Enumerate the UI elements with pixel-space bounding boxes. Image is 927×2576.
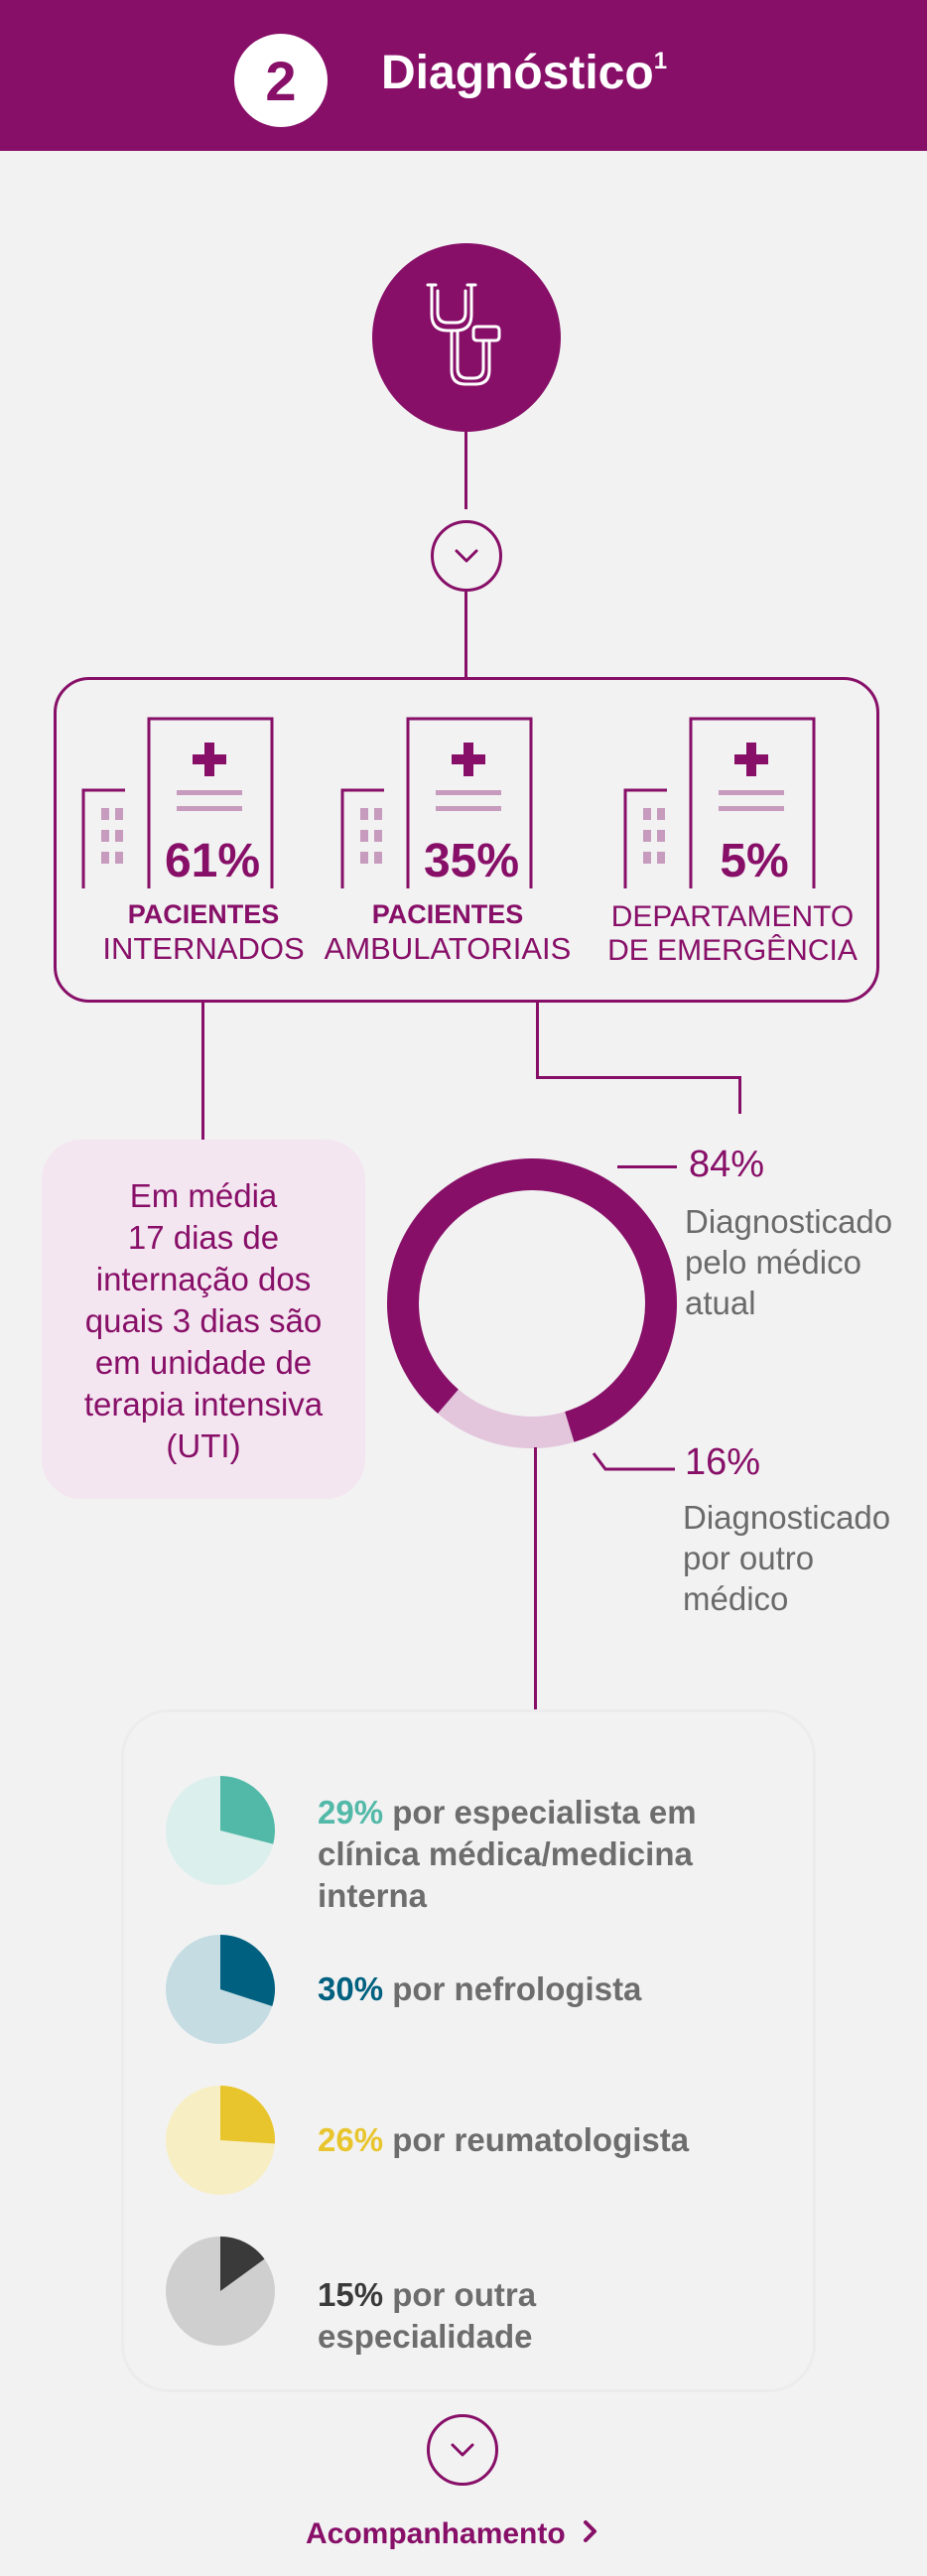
step-number-badge: 2 <box>234 34 328 127</box>
specialty-label: por reumatologista <box>392 2121 690 2158</box>
connector-line <box>738 1076 741 1114</box>
chevron-down-icon[interactable] <box>431 520 502 592</box>
hospital-icon <box>621 715 820 893</box>
chevron-right-icon <box>582 2518 599 2552</box>
pie-icon <box>166 1776 275 1890</box>
pie-icon <box>166 1935 276 2049</box>
specialties-box: 29% por especialista em clínica médica/m… <box>121 1709 816 2392</box>
average-stay-line: quais 3 dias são <box>84 1302 323 1339</box>
description-line: médico <box>683 1580 789 1617</box>
specialty-percentage: 29% <box>318 1794 384 1830</box>
connector-line <box>534 1447 537 1735</box>
donut-segment-current <box>387 1158 677 1448</box>
next-section-link[interactable]: Acompanhamento <box>306 2517 599 2552</box>
care-settings-box <box>54 677 879 1003</box>
emergency-label-line2: DE EMERGÊNCIA <box>607 934 858 967</box>
connector-line <box>536 1076 741 1079</box>
leader-line <box>592 1451 677 1480</box>
current-doctor-description: Diagnosticado pelo médico atual <box>685 1201 892 1323</box>
average-stay-line: 17 dias de <box>127 1219 280 1256</box>
specialty-text: 26% por reumatologista <box>318 2119 784 2161</box>
next-section-label: Acompanhamento <box>306 2517 566 2550</box>
average-stay-line: internação dos <box>95 1261 312 1297</box>
average-stay-line: em unidade de <box>94 1344 313 1381</box>
page-title-text: Diagnóstico <box>381 47 654 99</box>
hospital-icon <box>338 715 537 893</box>
page-title: Diagnóstico1 <box>381 46 667 100</box>
specialty-label: por especialista em clínica médica/medic… <box>318 1794 697 1914</box>
outpatient-label: AMBULATORIAIS <box>324 931 572 966</box>
other-doctor-percentage: 16% <box>685 1441 761 1483</box>
pie-icon <box>166 2086 275 2200</box>
specialty-percentage: 26% <box>318 2121 384 2158</box>
emergency-percentage: 5% <box>720 835 789 887</box>
specialty-label: por outra especialidade <box>318 2276 537 2355</box>
inpatient-percentage: 61% <box>164 835 261 887</box>
description-line: Diagnosticado <box>685 1203 893 1240</box>
specialty-percentage: 15% <box>318 2276 384 2313</box>
specialty-text: 29% por especialista em clínica médica/m… <box>318 1792 784 1917</box>
inpatient-label: INTERNADOS <box>102 931 305 966</box>
connector-line <box>536 1003 539 1079</box>
inpatient-label-bold: PACIENTES <box>127 899 280 929</box>
chevron-down-icon[interactable] <box>427 2414 498 2486</box>
description-line: Diagnosticado <box>683 1499 891 1536</box>
specialty-text: 15% por outra especialidade <box>318 2274 615 2358</box>
connector-line <box>464 592 467 677</box>
description-line: por outro <box>683 1540 815 1576</box>
average-stay-line: (UTI) <box>166 1427 241 1464</box>
header-bar: 2 Diagnóstico1 <box>0 0 927 151</box>
diagnosis-donut-chart <box>383 1154 681 1457</box>
pie-icon <box>166 2237 275 2351</box>
average-stay-box: Em média 17 dias de internação dos quais… <box>42 1140 365 1499</box>
outpatient-percentage: 35% <box>423 835 520 887</box>
step-number: 2 <box>265 49 297 112</box>
leader-line <box>617 1165 677 1168</box>
footnote-marker: 1 <box>653 48 668 74</box>
average-stay-line: Em média <box>129 1177 278 1214</box>
average-stay-text: Em média 17 dias de internação dos quais… <box>42 1175 365 1467</box>
current-doctor-percentage: 84% <box>689 1144 765 1185</box>
emergency-label-line1: DEPARTAMENTO <box>610 900 855 933</box>
outpatient-label-bold: PACIENTES <box>371 899 524 929</box>
connector-line <box>464 432 467 509</box>
average-stay-line: terapia intensiva <box>83 1386 324 1423</box>
specialty-percentage: 30% <box>318 1970 384 2007</box>
description-line: atual <box>685 1285 756 1321</box>
specialty-text: 30% por nefrologista <box>318 1968 784 2010</box>
other-doctor-description: Diagnosticado por outro médico <box>683 1497 890 1619</box>
description-line: pelo médico <box>685 1244 861 1281</box>
hospital-icon <box>79 715 278 893</box>
stethoscope-icon <box>372 243 561 432</box>
connector-line <box>201 1003 204 1169</box>
specialty-label: por nefrologista <box>392 1970 642 2007</box>
